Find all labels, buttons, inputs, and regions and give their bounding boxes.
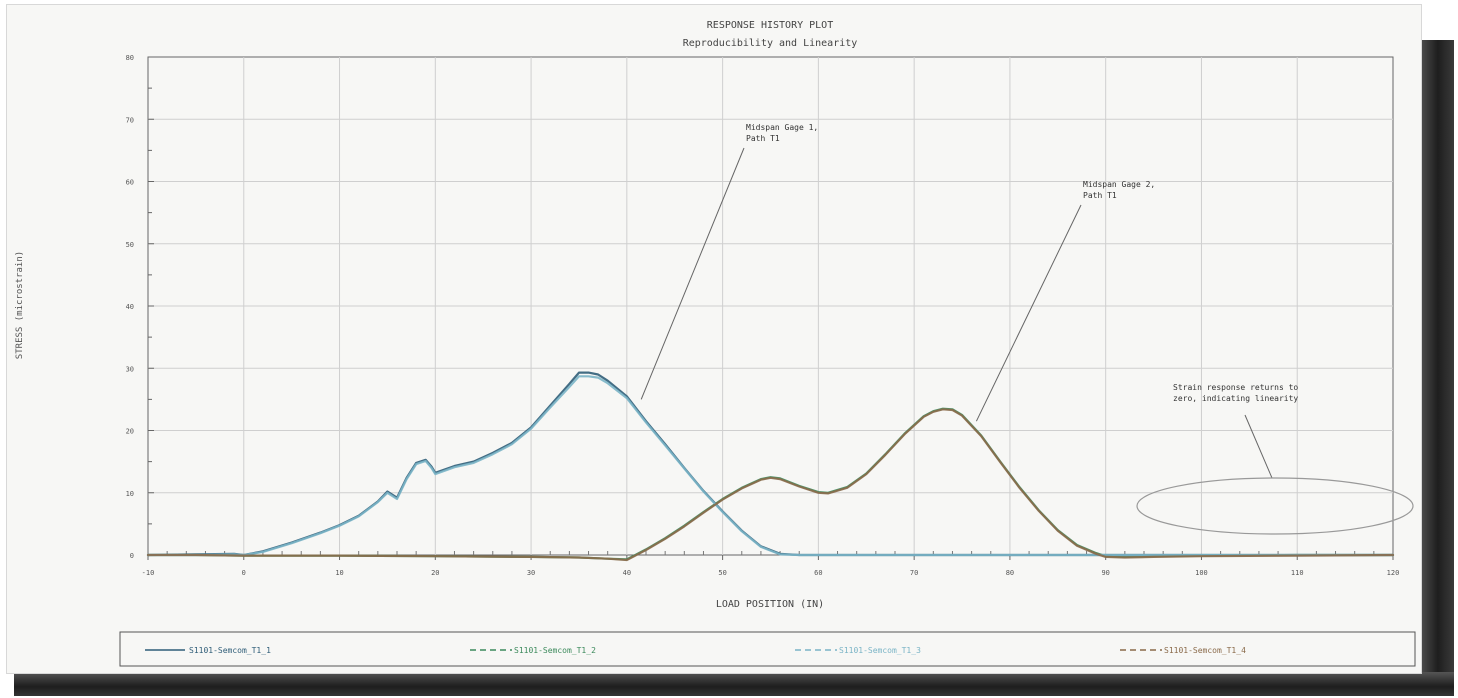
annotation-text: Strain response returns to (1173, 383, 1298, 392)
annotation-ellipse (1136, 477, 1414, 535)
series-line-3 (146, 375, 1395, 557)
y-tick-label: 50 (126, 241, 134, 249)
x-tick-label: 70 (910, 569, 918, 577)
series-layer (146, 371, 1395, 562)
tick-layer: -10 0 10 20 30 40 50 60 70 80 90 100 110 120 0 10 20 30 40… (126, 54, 1400, 577)
y-tick-label: 0 (130, 552, 134, 560)
legend-label: S1101-Semcom_T1_4 (1164, 646, 1246, 655)
legend: S1101-Semcom_T1_1 S1101-Semcom_T1_2 S1101-… (145, 646, 1246, 655)
y-tick-label: 10 (126, 490, 134, 498)
chart-subtitle: Reproducibility and Linearity (683, 38, 858, 49)
y-tick-label: 20 (126, 428, 134, 436)
annotation-text: Path T1 (746, 134, 780, 143)
y-axis-label: STRESS (microstrain) (15, 251, 25, 359)
x-tick-label: 20 (431, 569, 439, 577)
x-tick-label: 120 (1387, 569, 1400, 577)
x-tick-label: 30 (527, 569, 535, 577)
legend-label: S1101-Semcom_T1_2 (514, 646, 596, 655)
legend-label: S1101-Semcom_T1_1 (189, 646, 271, 655)
x-tick-label: 40 (623, 569, 631, 577)
x-tick-label: 90 (1101, 569, 1109, 577)
y-tick-label: 80 (126, 54, 134, 62)
series-line-4 (146, 408, 1395, 562)
chart-title: RESPONSE HISTORY PLOT (707, 20, 833, 31)
annotation-text: Midspan Gage 1, (746, 123, 818, 132)
annotation-leader-line (1244, 414, 1273, 479)
legend-label: S1101-Semcom_T1_3 (839, 646, 921, 655)
y-tick-label: 40 (126, 303, 134, 311)
x-tick-label: 0 (242, 569, 246, 577)
y-tick-label: 70 (126, 116, 134, 124)
x-tick-label: 80 (1006, 569, 1014, 577)
annotation-leader-line (640, 147, 745, 400)
x-axis-label: LOAD POSITION (IN) (716, 599, 824, 610)
page-shadow-bottom (14, 672, 1454, 696)
annotation-text: Midspan Gage 2, (1083, 180, 1155, 189)
x-tick-label: 60 (814, 569, 822, 577)
chart-paper (6, 4, 1422, 674)
annotation-text: zero, indicating linearity (1173, 394, 1298, 403)
x-tick-label: -10 (142, 569, 155, 577)
x-tick-label: 10 (335, 569, 343, 577)
annotation-text: Path T1 (1083, 191, 1117, 200)
y-tick-label: 60 (126, 179, 134, 187)
legend-box (119, 631, 1416, 667)
y-tick-label: 30 (126, 365, 134, 373)
page-shadow-right (1418, 40, 1454, 690)
annotation-leader-line (975, 204, 1082, 422)
x-tick-label: 100 (1195, 569, 1208, 577)
annotation-layer: Midspan Gage 1, Path T1 Midspan Gage 2, Pat… (640, 123, 1414, 535)
x-tick-label: 50 (718, 569, 726, 577)
series-line-2 (146, 407, 1395, 561)
x-tick-label: 110 (1291, 569, 1304, 577)
grid-layer (148, 57, 1393, 555)
